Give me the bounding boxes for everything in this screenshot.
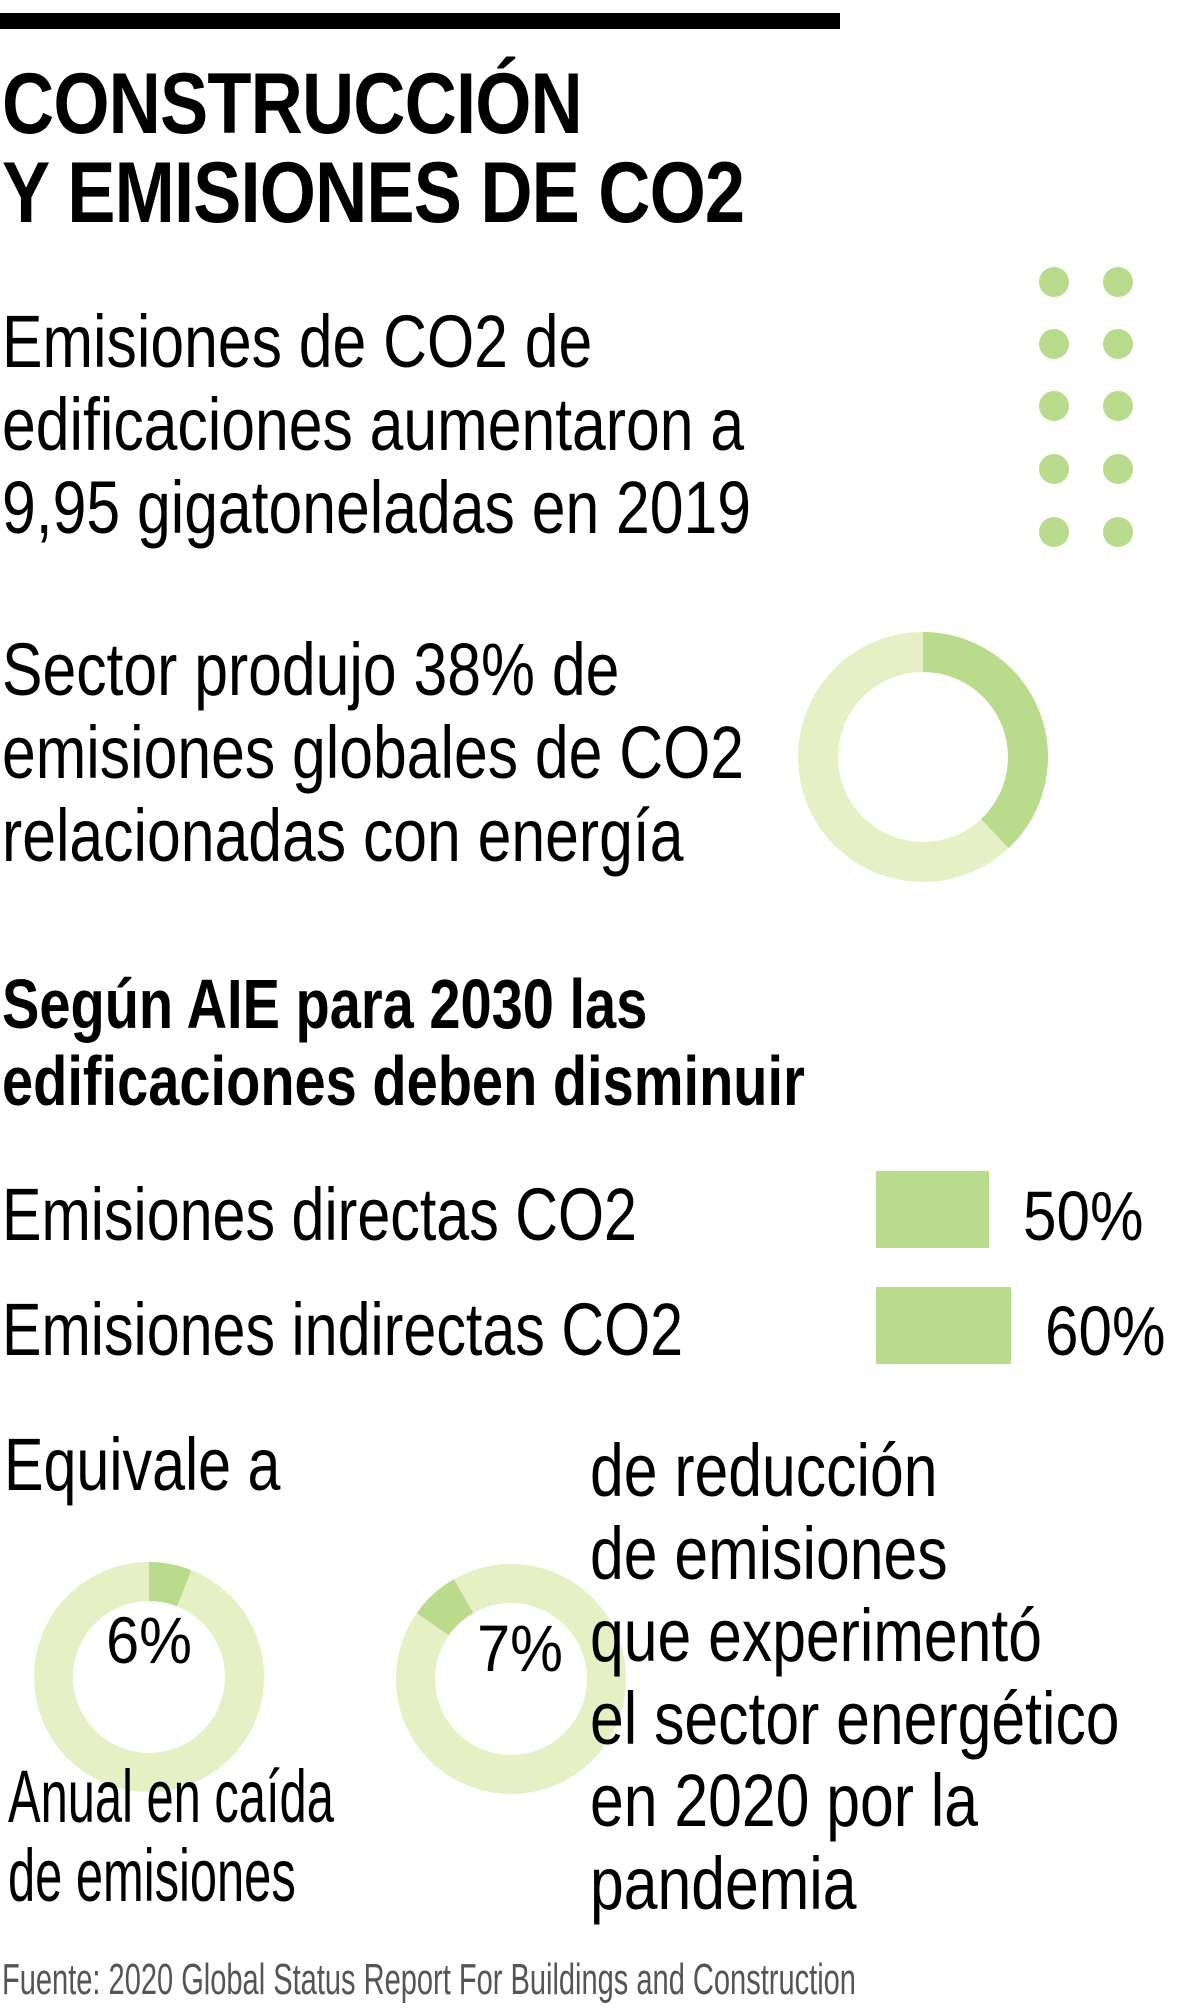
caption-line: Anual en caída (8, 1755, 334, 1838)
fact-sector-share: Sector produjo 38% de emisiones globales… (2, 628, 744, 877)
section-heading-2030: Según AIE para 2030 las edificaciones de… (2, 966, 805, 1120)
dot-grid-decoration (1039, 267, 1133, 547)
row-label-direct: Emisiones directas CO2 (2, 1173, 637, 1256)
fact1-line: edificaciones aumentaron a (2, 383, 745, 466)
heading-line: edificaciones deben disminuir (2, 1042, 805, 1120)
bar-direct-emissions (876, 1171, 989, 1248)
donut-chart-6 (34, 1562, 264, 1792)
donut-chart-7 (396, 1564, 626, 1794)
donut-chart-38 (798, 632, 1048, 882)
heading-line: Según AIE para 2030 las (2, 965, 648, 1043)
title-line-1: CONSTRUCCIÓN (2, 56, 583, 152)
fact-emissions-2019: Emisiones de CO2 de edificaciones aument… (2, 300, 751, 549)
right-text-line: pandemia (590, 1841, 857, 1925)
fact2-line: relacionadas con energía (2, 794, 684, 877)
value-indirect-emissions: 60% (1045, 1292, 1166, 1370)
donut-6-label: 6% (106, 1603, 192, 1677)
right-text-line: de reducción (590, 1429, 938, 1512)
title-line-2: Y EMISIONES DE CO2 (2, 145, 745, 241)
fact1-line: 9,95 gigatoneladas en 2019 (2, 466, 752, 549)
donut-segment (416, 1579, 474, 1636)
right-text-line: de emisiones (590, 1511, 948, 1595)
top-rule (0, 13, 840, 29)
row-label-indirect: Emisiones indirectas CO2 (2, 1288, 684, 1371)
donut-segment (923, 632, 1048, 849)
right-text-line: en 2020 por la (590, 1759, 979, 1842)
bar-indirect-emissions (876, 1287, 1011, 1364)
source-footnote: Fuente: 2020 Global Status Report For Bu… (2, 1955, 856, 2004)
energy-sector-reduction-text: de reducción de emisiones que experiment… (590, 1429, 1120, 1925)
fact1-line: Emisiones de CO2 de (2, 300, 593, 383)
donut-7-label: 7% (477, 1611, 563, 1685)
value-direct-emissions: 50% (1023, 1177, 1144, 1255)
page-title: CONSTRUCCIÓN Y EMISIONES DE CO2 (2, 56, 745, 241)
caption-line: de emisiones (8, 1834, 296, 1917)
donut-segment (149, 1562, 192, 1607)
donut-track (396, 1564, 626, 1794)
right-text-line: que experimentó (590, 1594, 1043, 1677)
equivale-label: Equivale a (4, 1423, 281, 1506)
dots (1039, 267, 1133, 547)
right-text-line: el sector energético (590, 1676, 1120, 1760)
fact2-line: Sector produjo 38% de (2, 628, 620, 711)
fact2-line: emisiones globales de CO2 (2, 711, 745, 794)
caption-annual-drop: Anual en caída de emisiones (8, 1757, 334, 1915)
